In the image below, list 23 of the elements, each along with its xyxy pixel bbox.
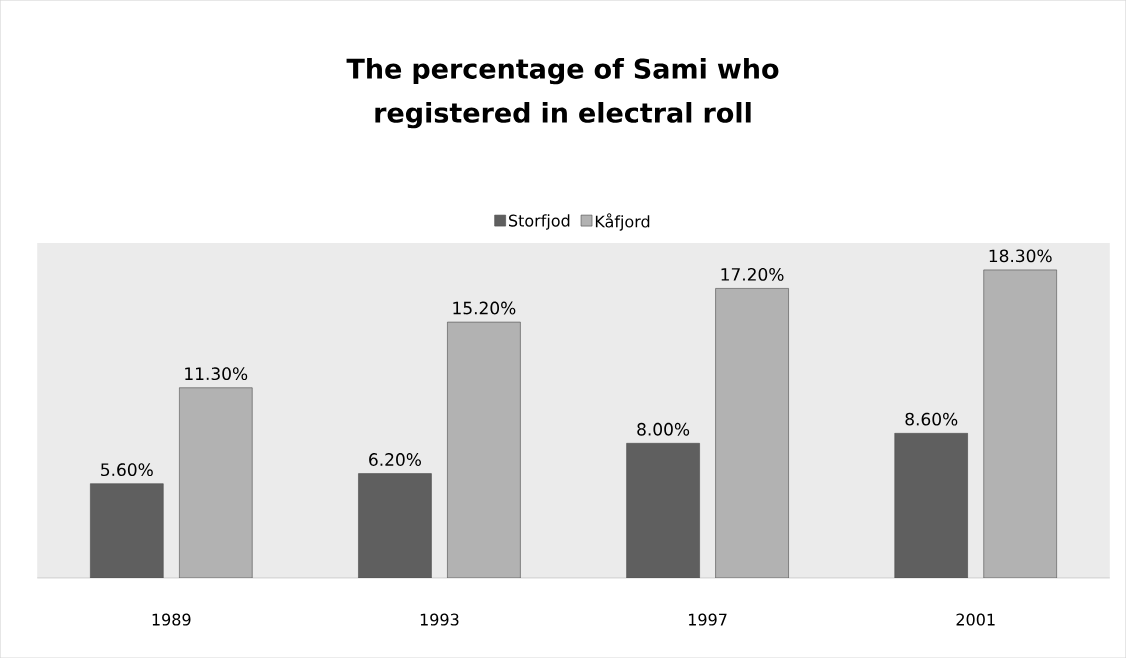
x-tick-label: 1989 <box>152 613 191 626</box>
bar <box>626 442 700 578</box>
bar <box>983 269 1057 578</box>
data-label: 6.20% <box>369 453 421 466</box>
bar <box>715 288 789 578</box>
data-label: 8.00% <box>637 422 690 436</box>
x-tick-label: 1993 <box>420 613 459 626</box>
bar <box>894 432 969 578</box>
legend-label: Kåfjord <box>595 213 650 231</box>
legend-label: Storfjod <box>509 214 570 230</box>
bar <box>90 483 164 578</box>
x-tick-label: 1997 <box>688 613 727 626</box>
data-label: 5.60% <box>101 463 153 476</box>
data-label: 17.20% <box>721 267 784 281</box>
data-label: 18.30% <box>989 249 1052 263</box>
data-label: 15.20% <box>453 301 516 315</box>
bar <box>358 473 432 578</box>
bar <box>447 321 521 578</box>
data-label: 8.60% <box>905 412 958 426</box>
x-tick-label: 2001 <box>956 613 995 626</box>
data-label: 11.30% <box>185 367 248 381</box>
chart-title: The percentage of Sami who registered in electral roll <box>346 57 779 129</box>
bar <box>178 387 253 578</box>
